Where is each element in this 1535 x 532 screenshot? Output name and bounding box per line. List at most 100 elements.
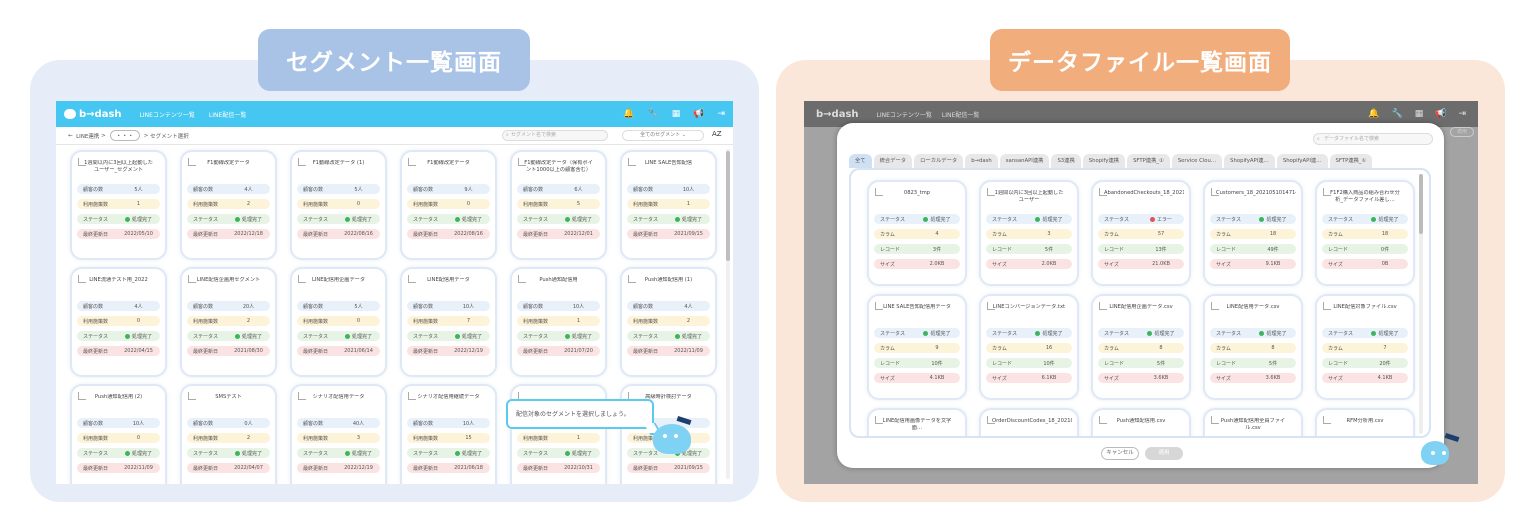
breadcrumb-root[interactable]: LINE連携 [76, 133, 100, 140]
check-icon [454, 216, 460, 222]
megaphone-icon[interactable]: 📢 [693, 109, 705, 119]
segment-card[interactable]: LINE配信企画用セグメント 顧客の数 20人 利用施策数 2 ステータス 処理完了 最終更新… [180, 267, 277, 377]
datafile-card[interactable]: LINE配信用データ.csv ステータス 処理完了 カラム 8 レコード 5件 サイズ 3.6K… [1203, 294, 1303, 400]
segment-filter-select[interactable]: 全てのセグメント ⌄ [622, 130, 704, 141]
nav-line-contents[interactable]: LINEコンテンツ一覧 [139, 111, 195, 119]
usage-count-value: 1 [136, 201, 141, 207]
wrench-icon[interactable]: 🔧 [647, 109, 659, 119]
status-label: ステータス [523, 333, 549, 340]
segment-card[interactable]: 1週間以内に3回以上起動したユーザー_セグメント 顧客の数 5人 利用施策数 1 ステータ… [70, 150, 167, 260]
segment-name: LINE配信用データ [427, 277, 470, 283]
tab-7[interactable]: SFTP連携_① [1127, 154, 1170, 168]
customer-count-label: 顧客の数 [193, 420, 214, 427]
grid-icon[interactable]: ▦ [671, 109, 681, 119]
status: ステータス 処理完了 [187, 448, 270, 458]
logout-icon[interactable]: ⇥ [717, 109, 725, 119]
usage-count: 利用施策数 1 [77, 199, 160, 209]
usage-count-value: 0 [356, 201, 361, 207]
check-icon [564, 216, 570, 222]
customer-count-label: 顧客の数 [413, 186, 434, 193]
updated-date-label: 最終更新日 [303, 231, 329, 238]
record-count-label: レコード [1104, 360, 1125, 367]
column-count-label: カラム [992, 345, 1007, 352]
file-size-value: 21.0KB [1152, 261, 1170, 267]
customer-count: 顧客の数 10人 [407, 301, 490, 311]
updated-date: 最終更新日 2021/07/20 [517, 346, 600, 356]
segment-card[interactable]: F1動線改定データ（保有ポイント1000以上の顧客含む） 顧客の数 6人 利用施策数 5… [510, 150, 607, 260]
breadcrumb-ellipsis[interactable]: ・・・ [109, 130, 140, 141]
segment-card[interactable]: F1動線改定データ 顧客の数 4人 利用施策数 2 ステータス 処理完了 最終更新日 2022/… [180, 150, 277, 260]
updated-date-value: 2021/07/20 [564, 348, 593, 354]
nav-line-deliveries[interactable]: LINE配信一覧 [208, 111, 247, 119]
status-label: ステータス [303, 216, 329, 223]
modal-scrollbar[interactable] [1419, 174, 1423, 434]
datafile-card[interactable]: Customers_18_2021051014714.csv ステータス 処理完了カ… [1203, 180, 1303, 286]
usage-count-label: 利用施策数 [523, 318, 549, 325]
customer-count-value: 10人 [682, 186, 695, 193]
datafile-card[interactable]: LINE配信用画像データを文字面…ステータス処理完了カラムレコードサイズ [867, 408, 967, 436]
datafile-search-input[interactable]: ⌕ データファイル名で検索 [1313, 133, 1433, 145]
datafile-card[interactable]: OrderDiscountCodes_18_20210511014747.csv… [979, 408, 1079, 436]
back-arrow-icon[interactable]: ← [68, 132, 73, 139]
tab-6[interactable]: Shopify連携 [1082, 154, 1126, 168]
status: ステータス 処理完了 [1322, 214, 1408, 224]
segment-search-input[interactable]: ⌕ セグメント名で検索 [502, 130, 608, 141]
updated-date: 最終更新日 2021/06/14 [297, 346, 380, 356]
tab-11[interactable]: SFTP連携_① [1329, 154, 1373, 168]
segment-card[interactable]: シナリオ配信用継続データ 顧客の数 10人 利用施策数 15 ステータス 処理完了 最終更新日… [400, 384, 497, 484]
datafile-card[interactable]: LINE SALE告知配信用データ ステータス 処理完了 カラム 9 レコード 10件 サイズ… [867, 294, 967, 400]
search-placeholder: データファイル名で検索 [1324, 136, 1380, 142]
tab-5[interactable]: S3連携 [1051, 154, 1081, 168]
datafile-card[interactable]: Push通知配信用全員ファイル.csvステータス処理完了カラムレコードサイズ [1203, 408, 1303, 436]
datafile-card[interactable]: 0823_tmp ステータス 処理完了 カラム 4 レコード 3件 サイズ 2.0KB [867, 180, 967, 286]
updated-date-label: 最終更新日 [413, 465, 439, 472]
segment-card[interactable]: F1動線改定データ 顧客の数 9人 利用施策数 0 ステータス 処理完了 最終更新日 2022/… [400, 150, 497, 260]
tab-4[interactable]: sansanAPI連携 [999, 154, 1050, 168]
segment-card[interactable]: Push通知配信用 顧客の数 10人 利用施策数 1 ステータス 処理完了 最終更新日 2021… [510, 267, 607, 377]
tab-10[interactable]: ShopifyAPI連… [1276, 154, 1328, 168]
tab-8[interactable]: Service Clou… [1171, 154, 1223, 168]
tab-2[interactable]: ローカルデータ [914, 154, 964, 168]
datafile-card[interactable]: LINE配信用企画データ.csv ステータス 処理完了 カラム 8 レコード 5件 サイズ 3.… [1091, 294, 1191, 400]
modal-scroll-thumb[interactable] [1419, 174, 1423, 234]
datafile-card[interactable]: 1週間以内に3回以上起動したユーザー ステータス 処理完了 カラム 3 レコード 5件 サイズ… [979, 180, 1079, 286]
segment-card[interactable]: LINE流通テスト用_2022 顧客の数 4人 利用施策数 0 ステータス 処理完了 最終更新… [70, 267, 167, 377]
updated-date: 最終更新日 2022/10/31 [517, 463, 600, 473]
segment-card[interactable]: LINE配信用企画データ 顧客の数 5人 利用施策数 0 ステータス 処理完了 最終更新日 20… [290, 267, 387, 377]
bell-icon[interactable]: 🔔 [623, 109, 635, 119]
datafile-card[interactable]: LINE配信対象ファイル.csv ステータス 処理完了 カラム 7 レコード 20件 サイズ 4… [1315, 294, 1415, 400]
tab-1[interactable]: 統合データ [873, 154, 913, 168]
segment-card-grid: 1週間以内に3回以上起動したユーザー_セグメント 顧客の数 5人 利用施策数 1 ステータ… [70, 150, 717, 484]
segment-card[interactable]: Push通知配信用 (2) 顧客の数 10人 利用施策数 0 ステータス 処理完了 最終更新日… [70, 384, 167, 484]
segment-card[interactable]: F1動線改定データ (1) 顧客の数 5人 利用施策数 0 ステータス 処理完了 最終更新日 2… [290, 150, 387, 260]
segment-card[interactable]: Push通知配信用 (1) 顧客の数 4人 利用施策数 2 ステータス 処理完了 最終更新日 2… [620, 267, 717, 377]
usage-count-label: 利用施策数 [523, 201, 549, 208]
scrollbar[interactable] [726, 149, 730, 479]
datafile-card[interactable]: F1F2購入商品の組み合わせ分析_データファイル差し… ステータス 処理完了 カラム 1… [1315, 180, 1415, 286]
status-text: 処理完了 [681, 333, 702, 340]
status-text: 処理完了 [571, 450, 592, 457]
datafile-name: F1F2購入商品の組み合わせ分析_データファイル差し… [1330, 190, 1400, 203]
updated-date-value: 2022/05/10 [124, 231, 153, 237]
customer-count-label: 顧客の数 [193, 186, 214, 193]
segment-card[interactable]: シナリオ配信用データ 顧客の数 40人 利用施策数 3 ステータス 処理完了 最終更新日 202… [290, 384, 387, 484]
tab-9[interactable]: ShopifyAPI連… [1224, 154, 1275, 168]
datafile-card[interactable]: AbandonedCheckouts_18_20210511014714.csv… [1091, 180, 1191, 286]
tab-0[interactable]: 全て [849, 154, 872, 168]
tab-3[interactable]: b→dash [965, 154, 998, 168]
datafile-card[interactable]: RFM分析用.csvステータス処理完了カラムレコードサイズ [1315, 408, 1415, 436]
mascot-icon [653, 424, 691, 454]
scroll-thumb[interactable] [726, 151, 730, 261]
column-count-value: 7 [1383, 345, 1387, 351]
sort-az-button[interactable]: AZ [712, 130, 722, 138]
column-count-label: カラム [1328, 231, 1343, 238]
segment-card[interactable]: LINE配信用データ 顧客の数 10人 利用施策数 7 ステータス 処理完了 最終更新日 202… [400, 267, 497, 377]
datafile-card[interactable]: LINEコンバージョンデータ.txt ステータス 処理完了 カラム 16 レコード 10件サ… [979, 294, 1079, 400]
segment-card[interactable]: LINE SALE告知配信 顧客の数 10人 利用施策数 1 ステータス 処理完了 最終更新日… [620, 150, 717, 260]
customer-count-label: 顧客の数 [83, 186, 104, 193]
app-logo[interactable]: b→dash [64, 109, 122, 120]
cancel-button[interactable]: キャンセル [1101, 447, 1139, 460]
apply-button[interactable]: 適用 [1145, 447, 1183, 460]
segment-card[interactable]: SMSテスト 顧客の数 0人 利用施策数 2 ステータス 処理完了 最終更新日 2022/04/… [180, 384, 277, 484]
datafile-card[interactable]: Push通知配信用.csvステータス処理完了カラムレコードサイズ [1091, 408, 1191, 436]
